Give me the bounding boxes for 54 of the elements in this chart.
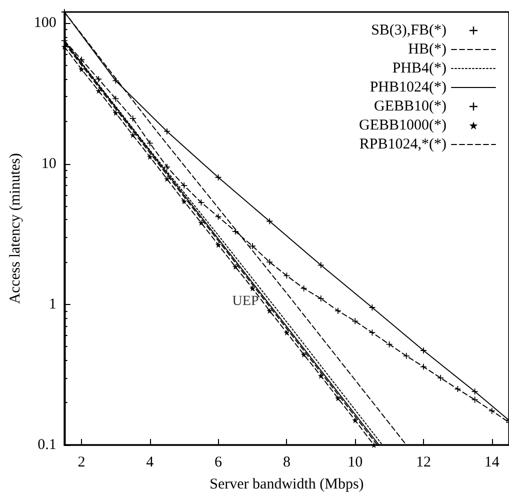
point: [164, 164, 170, 170]
legend-label: HB(*): [408, 42, 447, 58]
point: [250, 243, 256, 250]
x-axis-title: Server bandwidth (Mbps): [210, 476, 364, 492]
point: [318, 262, 324, 268]
point: [250, 285, 256, 292]
y-tick-label: 100: [34, 15, 56, 32]
point: [318, 296, 324, 302]
point: [181, 182, 188, 189]
point: [403, 352, 410, 359]
point: [232, 228, 238, 234]
point: [352, 318, 358, 324]
legend-label: GEBB10(*): [374, 98, 446, 114]
point: [96, 76, 102, 82]
y-tick-label: 0.1: [38, 437, 56, 453]
x-tick-label: 8: [282, 454, 290, 470]
x-tick-label: 6: [214, 454, 223, 470]
x-tick-label: 4: [146, 454, 154, 470]
point: [335, 395, 341, 402]
point: [284, 330, 290, 336]
point: [215, 242, 222, 248]
point: [266, 259, 273, 266]
point: [420, 347, 426, 354]
point: [488, 408, 495, 414]
point: [181, 198, 188, 204]
point: [352, 417, 358, 424]
x-tick-label: 12: [416, 454, 431, 470]
legend-label: PHB1024(*): [370, 80, 447, 96]
point: [438, 374, 444, 381]
annotation: UEP: [232, 294, 259, 309]
point: [146, 154, 153, 160]
legend-label: RPB1024,*(*): [359, 136, 447, 152]
legend-label: GEBB1000(*): [359, 118, 446, 134]
point: [112, 110, 119, 116]
point: [232, 264, 238, 270]
y-axis-title: Access latency (minutes): [8, 153, 24, 304]
point: [370, 442, 377, 448]
point: [318, 372, 324, 379]
x-tick-label: 2: [78, 454, 86, 470]
point: [164, 176, 170, 182]
x-tick-label: 10: [348, 454, 363, 470]
legend-label: SB(3),FB(*): [371, 22, 446, 38]
point: [215, 174, 222, 180]
point: [164, 128, 170, 134]
point: [130, 115, 136, 122]
x-tick-label: 14: [484, 454, 500, 470]
point: [78, 56, 84, 63]
point: [130, 132, 136, 138]
point: [78, 66, 84, 72]
point: [300, 352, 307, 358]
point: [335, 308, 341, 314]
y-tick-label: 1: [48, 296, 56, 312]
y-tick-label: 10: [41, 156, 56, 172]
legend-label: PHB4(*): [392, 60, 447, 76]
